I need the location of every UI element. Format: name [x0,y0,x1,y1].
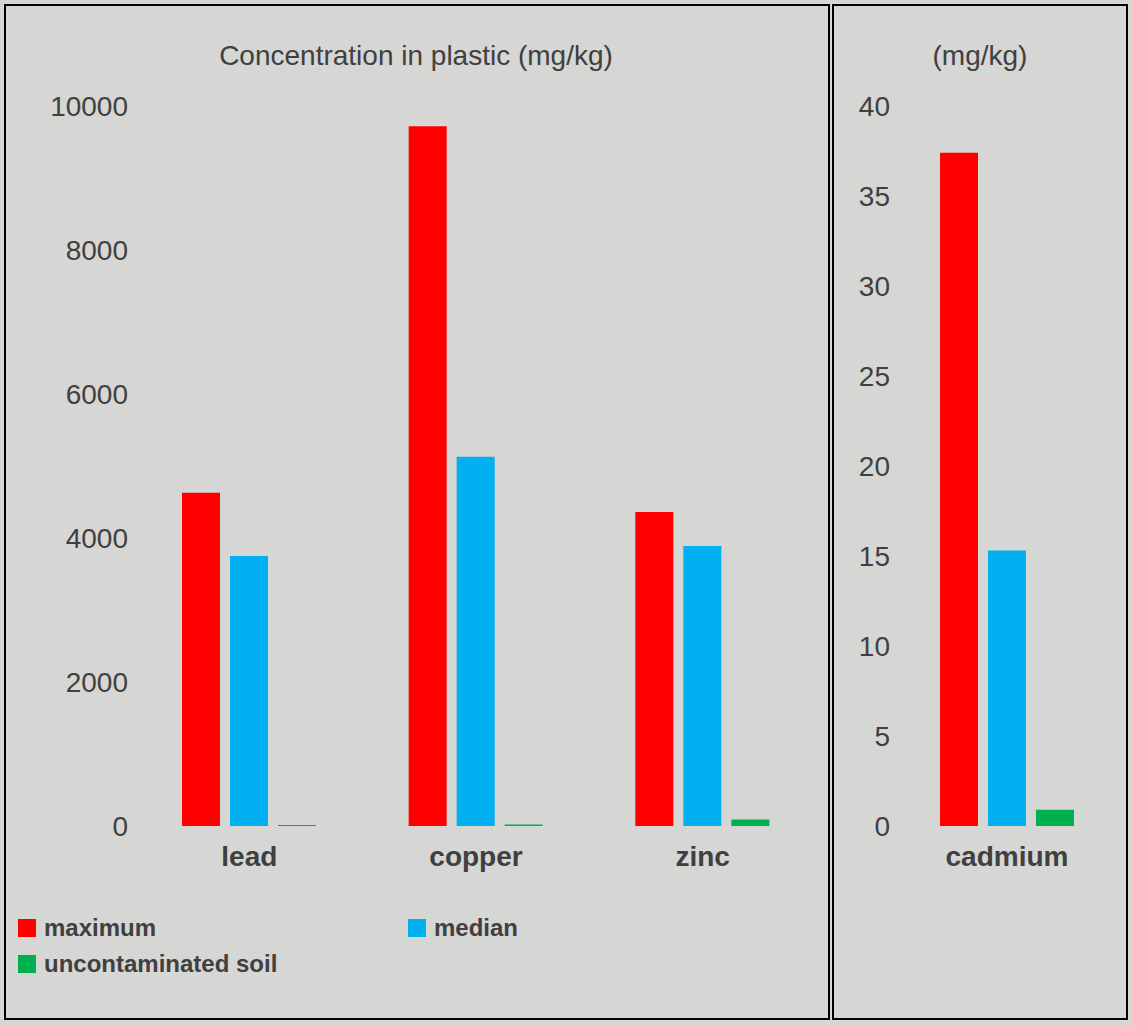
svg-text:0: 0 [112,811,128,842]
svg-text:20: 20 [859,451,890,482]
svg-text:2000: 2000 [66,667,128,698]
html-text:(mg/kg): (mg/kg) [932,40,1028,71]
html-text:median: median [434,914,518,941]
html-text:uncontaminated soil: uncontaminated soil [44,950,278,977]
svg-text:0: 0 [874,811,890,842]
html-text:maximum: maximum [44,914,156,941]
svg-text:4000: 4000 [66,523,128,554]
svg-text:15: 15 [859,541,890,572]
svg-text:40: 40 [859,91,890,122]
svg-text:10: 10 [859,631,890,662]
svg-text:lead: lead [221,841,277,872]
svg-text:cadmium: cadmium [946,841,1069,872]
svg-text:30: 30 [859,271,890,302]
svg-text:10000: 10000 [50,91,128,122]
svg-text:8000: 8000 [66,235,128,266]
svg-text:copper: copper [429,841,522,872]
html-text:Concentration in plastic (mg/k: Concentration in plastic (mg/kg) [219,40,613,71]
svg-text:25: 25 [859,361,890,392]
svg-text:35: 35 [859,181,890,212]
svg-text:6000: 6000 [66,379,128,410]
svg-text:zinc: zinc [675,841,729,872]
svg-text:5: 5 [874,721,890,752]
